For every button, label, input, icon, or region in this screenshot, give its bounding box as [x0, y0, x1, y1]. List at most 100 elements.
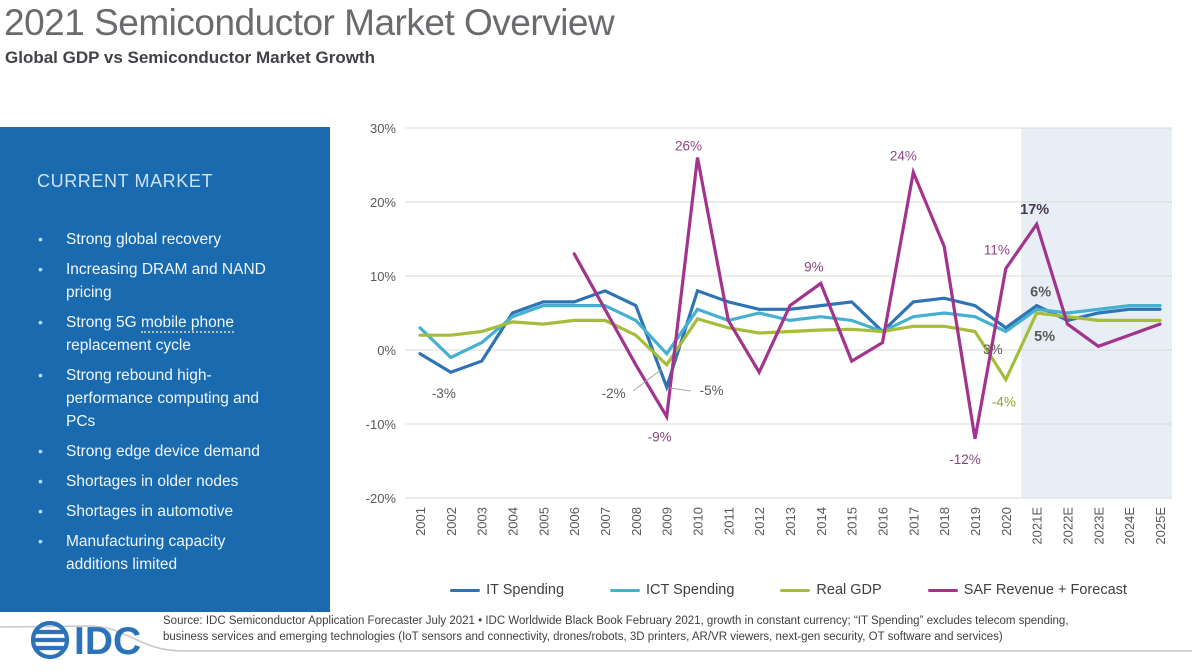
bullet-text: Strong edge device demand	[66, 443, 260, 460]
data-label: -5%	[700, 383, 724, 398]
market-bullet-item: • Increasing DRAM and NAND pricing	[38, 258, 330, 304]
y-axis-label: -20%	[366, 491, 397, 506]
bullet-text: Shortages in older nodes	[66, 473, 239, 490]
y-axis-label: 10%	[370, 269, 396, 284]
data-label: -3%	[432, 386, 456, 401]
data-label: -2%	[602, 386, 626, 401]
x-axis-label: 2010	[691, 507, 706, 536]
x-axis-label: 2003	[475, 507, 490, 536]
data-label: 17%	[1020, 202, 1049, 218]
market-bullet-item: • Manufacturing capacity additions limite…	[38, 530, 330, 576]
x-axis-label: 2007	[598, 507, 613, 536]
page-title: 2021 Semiconductor Market Overview	[4, 2, 615, 43]
y-axis-label: 0%	[377, 343, 396, 358]
idc-logo-text: IDC	[74, 620, 141, 663]
legend-label: ICT Spending	[646, 582, 735, 598]
y-axis-label: 20%	[370, 195, 396, 210]
bullet-dot: •	[38, 473, 43, 489]
market-bullet-item: • Strong global recovery	[38, 228, 330, 251]
y-axis-label: -10%	[366, 417, 397, 432]
data-label: 26%	[675, 139, 702, 154]
x-axis-label: 2024E	[1122, 507, 1137, 545]
legend-item: Real GDP	[780, 582, 882, 598]
x-axis-label: 2018	[937, 507, 952, 536]
bullet-text: Increasing DRAM and NAND pricing	[66, 261, 266, 301]
x-axis-label: 2013	[783, 507, 798, 536]
bullet-dot: •	[38, 367, 43, 383]
data-label: -9%	[648, 430, 672, 445]
x-axis-label: 2004	[506, 507, 521, 536]
x-axis-label: 2020	[999, 507, 1014, 536]
data-label: -12%	[949, 452, 981, 467]
globe-icon	[30, 620, 70, 660]
bullet-text: Strong 5G mobile phone replacement cycle	[66, 314, 235, 354]
source-note: Source: IDC Semiconductor Application Fo…	[163, 613, 1181, 645]
series-line-it-spending	[418, 288, 1162, 392]
x-axis-label: 2002	[444, 507, 459, 536]
market-bullet-item: • Strong edge device demand	[38, 440, 330, 463]
current-market-bullet-list: • Strong global recovery • Increasing DRAM …	[38, 228, 330, 576]
x-axis-label: 2012	[752, 507, 767, 536]
x-axis-label: 2023E	[1091, 507, 1106, 545]
legend-swatch	[450, 588, 481, 592]
data-label: 6%	[1030, 285, 1051, 301]
data-label: 5%	[1034, 329, 1055, 345]
footer-swoosh-divider	[0, 625, 1192, 652]
swoosh-line	[0, 625, 1192, 652]
x-axis-label: 2019	[968, 507, 983, 536]
bullet-dot: •	[38, 314, 43, 330]
x-axis-label: 2001	[413, 507, 428, 536]
market-bullet-item: • Strong rebound high-performance computi…	[38, 364, 330, 433]
x-axis-label: 2011	[721, 507, 736, 535]
current-market-panel: CURRENT MARKET • Strong global recovery • I…	[0, 127, 330, 612]
x-axis-label: 2006	[567, 507, 582, 536]
legend-swatch	[780, 588, 811, 592]
legend-swatch	[610, 588, 641, 592]
data-label: -4%	[992, 395, 1016, 410]
bullet-text: Manufacturing capacity additions limited	[66, 533, 226, 573]
market-bullet-item: • Shortages in older nodes	[38, 470, 330, 493]
label-leader-line	[669, 387, 692, 392]
legend-swatch	[927, 588, 958, 592]
series-line-saf-revenue-forecast	[572, 157, 1162, 440]
bullet-dot: •	[38, 261, 43, 277]
legend-item: SAF Revenue + Forecast	[927, 582, 1127, 598]
market-bullet-item: • Strong 5G mobile phone replacement cycl…	[38, 311, 330, 357]
x-axis-label: 2021E	[1030, 507, 1045, 545]
x-axis-label: 2025E	[1153, 507, 1168, 545]
data-label: 24%	[890, 148, 917, 163]
market-bullet-item: • Shortages in automotive	[38, 500, 330, 523]
legend-item: IT Spending	[450, 582, 564, 598]
bullet-text: Shortages in automotive	[66, 503, 234, 520]
current-market-heading: CURRENT MARKET	[37, 171, 214, 191]
chart-legend: IT Spending ICT Spending Real GDP SAF Reven…	[405, 582, 1172, 598]
forecast-band	[1021, 128, 1172, 498]
idc-logo: IDC	[30, 620, 141, 663]
page-subtitle: Global GDP vs Semiconductor Market Growt…	[5, 48, 375, 67]
bullet-dot: •	[38, 503, 43, 519]
series-line-ict-spending	[418, 304, 1162, 360]
data-label: 11%	[984, 243, 1010, 258]
x-axis-label: 2009	[660, 507, 675, 536]
data-label: 9%	[804, 259, 824, 274]
x-axis-label: 2017	[906, 507, 921, 536]
x-axis-label: 2014	[814, 507, 829, 536]
x-axis-label: 2015	[845, 507, 860, 536]
data-label: 3%	[983, 342, 1003, 357]
label-leader-line	[632, 368, 663, 392]
x-axis-label: 2008	[629, 507, 644, 536]
legend-item: ICT Spending	[610, 582, 734, 598]
series-line-real-gdp	[418, 311, 1162, 383]
legend-label: IT Spending	[486, 582, 565, 598]
y-axis-label: 30%	[370, 121, 396, 136]
x-axis-label: 2016	[876, 507, 891, 536]
bullet-dot: •	[38, 231, 43, 247]
bullet-dot: •	[38, 533, 43, 549]
source-note-line1: Source: IDC Semiconductor Application Fo…	[163, 615, 1069, 627]
x-axis-label: 2022E	[1061, 507, 1076, 545]
legend-label: Real GDP	[816, 582, 882, 598]
bullet-text: Strong rebound high-performance computin…	[66, 367, 260, 430]
bullet-dot: •	[38, 443, 43, 459]
x-axis-label: 2005	[536, 507, 551, 536]
spellcheck-underline: mobile phone	[140, 314, 235, 333]
